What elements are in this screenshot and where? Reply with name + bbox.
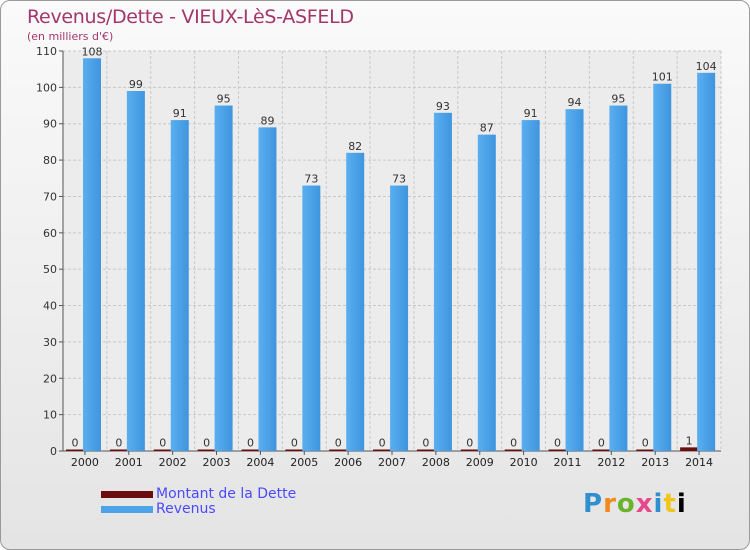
chart-title: Revenus/Dette - VIEUX-LèS-ASFELD: [27, 6, 354, 28]
bar-dette: [329, 449, 348, 451]
bar-dette: [592, 449, 611, 451]
data-label-revenus: 82: [348, 140, 362, 153]
data-label-dette: 0: [247, 437, 254, 450]
tick-label-y: 100: [36, 81, 57, 94]
data-label-dette: 0: [159, 437, 166, 450]
data-label-revenus: 95: [611, 93, 625, 106]
bar-dette: [285, 449, 304, 451]
tick-label-x: 2004: [246, 456, 274, 469]
bar-revenus: [477, 134, 496, 452]
tick-label-x: 2010: [510, 456, 538, 469]
bar-revenus: [83, 58, 101, 451]
data-label-dette: 0: [598, 437, 605, 450]
tick-label-x: 2013: [641, 456, 669, 469]
bar-revenus: [521, 120, 540, 451]
data-label-dette: 0: [72, 437, 79, 450]
data-label-revenus: 73: [304, 173, 318, 186]
bar-revenus: [697, 72, 716, 452]
data-label-dette: 0: [335, 437, 342, 450]
tick-label-x: 2009: [466, 456, 494, 469]
bar-dette: [504, 449, 523, 451]
tick-label-y: 60: [43, 227, 57, 240]
tick-label-x: 2012: [597, 456, 625, 469]
bar-dette: [153, 449, 172, 451]
tick-label-y: 80: [43, 154, 57, 167]
bar-dette: [636, 449, 655, 451]
data-label-revenus: 91: [524, 107, 538, 120]
tick-label-x: 2006: [334, 456, 362, 469]
bar-dette: [109, 449, 128, 451]
bar-dette: [680, 447, 699, 451]
tick-label-y: 110: [36, 45, 57, 58]
tick-label-y: 10: [43, 409, 57, 422]
bar-revenus: [126, 91, 145, 451]
tick-label-x: 2003: [203, 456, 231, 469]
bar-revenus: [565, 109, 584, 451]
data-label-revenus: 95: [217, 93, 231, 106]
legend-label-dette: Montant de la Dette: [156, 486, 297, 502]
tick-label-y: 90: [43, 118, 57, 131]
tick-label-x: 2008: [422, 456, 450, 469]
tick-label-y: 50: [43, 263, 57, 276]
bar-dette: [241, 449, 260, 451]
tick-label-y: 20: [43, 372, 57, 385]
bar-dette: [66, 449, 84, 451]
bar-revenus: [346, 152, 365, 451]
bar-revenus: [258, 127, 277, 451]
legend-swatch-revenus: [101, 506, 153, 513]
legend-label-revenus: Revenus: [156, 501, 216, 517]
data-label-dette: 0: [115, 437, 122, 450]
tick-label-y: 0: [50, 445, 57, 458]
bar-revenus: [214, 105, 233, 451]
bar-revenus: [170, 120, 189, 451]
data-label-revenus: 87: [480, 122, 494, 135]
bar-dette: [373, 449, 392, 451]
bar-revenus: [653, 83, 672, 452]
tick-label-x: 2014: [685, 456, 713, 469]
data-label-dette: 0: [554, 437, 561, 450]
bar-revenus: [390, 185, 409, 451]
bar-dette: [416, 449, 435, 451]
bar-dette: [197, 449, 216, 451]
data-label-revenus: 73: [392, 173, 406, 186]
data-label-revenus: 101: [652, 71, 673, 84]
data-label-dette: 0: [291, 437, 298, 450]
data-label-dette: 0: [510, 437, 517, 450]
data-label-dette: 1: [686, 434, 693, 447]
data-label-revenus: 108: [82, 45, 103, 58]
data-label-dette: 0: [466, 437, 473, 450]
tick-label-y: 70: [43, 190, 57, 203]
tick-label-x: 2002: [159, 456, 187, 469]
chart-subtitle: (en milliers d'€): [27, 30, 114, 43]
data-label-dette: 0: [379, 437, 386, 450]
data-label-revenus: 93: [436, 100, 450, 113]
bar-dette: [460, 449, 479, 451]
data-label-dette: 0: [422, 437, 429, 450]
tick-label-y: 30: [43, 336, 57, 349]
tick-label-x: 2007: [378, 456, 406, 469]
tick-label-x: 2005: [290, 456, 318, 469]
tick-label-x: 2001: [115, 456, 143, 469]
data-label-revenus: 89: [260, 114, 274, 127]
bar-revenus: [433, 112, 452, 452]
tick-label-y: 40: [43, 300, 57, 313]
data-label-revenus: 104: [696, 60, 717, 73]
data-label-revenus: 94: [568, 96, 582, 109]
data-label-dette: 0: [203, 437, 210, 450]
bar-revenus: [609, 105, 628, 451]
tick-label-x: 2000: [71, 456, 99, 469]
bar-dette: [548, 449, 567, 451]
legend-swatch-dette: [101, 491, 153, 498]
proxiti-logo: Proxiti: [583, 489, 687, 519]
data-label-dette: 0: [642, 437, 649, 450]
bar-revenus: [302, 185, 321, 451]
data-label-revenus: 91: [173, 107, 187, 120]
data-label-revenus: 99: [129, 78, 143, 91]
tick-label-x: 2011: [553, 456, 581, 469]
